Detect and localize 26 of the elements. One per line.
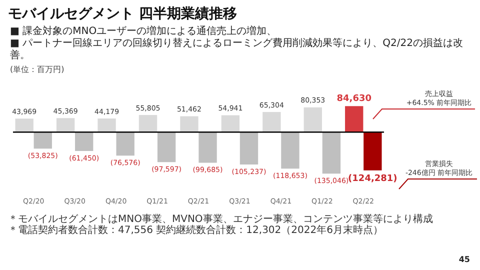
bar bbox=[198, 132, 217, 163]
bar bbox=[262, 112, 281, 132]
bar bbox=[221, 115, 240, 132]
bar bbox=[56, 118, 75, 132]
bar bbox=[180, 116, 198, 132]
chart-title: モバイルセグメント 四半期業績推移 bbox=[8, 5, 237, 23]
bar bbox=[364, 132, 382, 170]
data-label: (124,281) bbox=[348, 174, 398, 184]
chart-subtitle: ■ 課金対象のMNOユーザーの増加による通信売上の増加、 ■ パートナー回線エリアの回線切り替えによるローミング費用削減効果等により、Q2/22の損益は改善。 bbox=[10, 26, 464, 62]
bar bbox=[116, 132, 134, 156]
bar bbox=[34, 132, 52, 149]
bar bbox=[157, 132, 176, 162]
bar bbox=[138, 114, 158, 132]
bar bbox=[98, 118, 116, 132]
bar bbox=[75, 132, 94, 152]
bar bbox=[281, 132, 300, 169]
bar bbox=[15, 118, 34, 132]
text: 45 bbox=[458, 255, 470, 264]
text: ＊モバイルセグメントはMNO事業、MVNO事業、エナジー事業、コンテンツ事業等により構成 bbox=[8, 214, 434, 225]
text: (単位：百万円) bbox=[10, 64, 64, 75]
bar bbox=[345, 106, 364, 132]
text: ＊電話契約者数合計数：47,556 契約継続数合計数：12,302（2022年6月末時点） bbox=[8, 225, 384, 236]
bar bbox=[240, 132, 258, 164]
bar bbox=[322, 132, 341, 174]
bar bbox=[304, 107, 322, 132]
data-label: 84,630 bbox=[336, 94, 372, 104]
